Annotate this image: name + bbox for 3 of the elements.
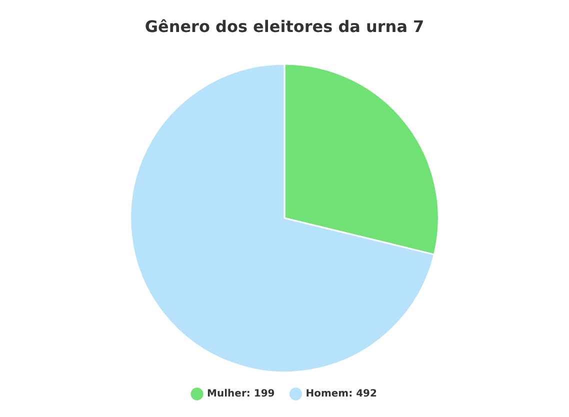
legend-label: Mulher: 199 <box>207 388 275 400</box>
legend-label: Homem: 492 <box>306 388 377 400</box>
chart-title: Gênero dos eleitores da urna 7 <box>144 16 424 36</box>
